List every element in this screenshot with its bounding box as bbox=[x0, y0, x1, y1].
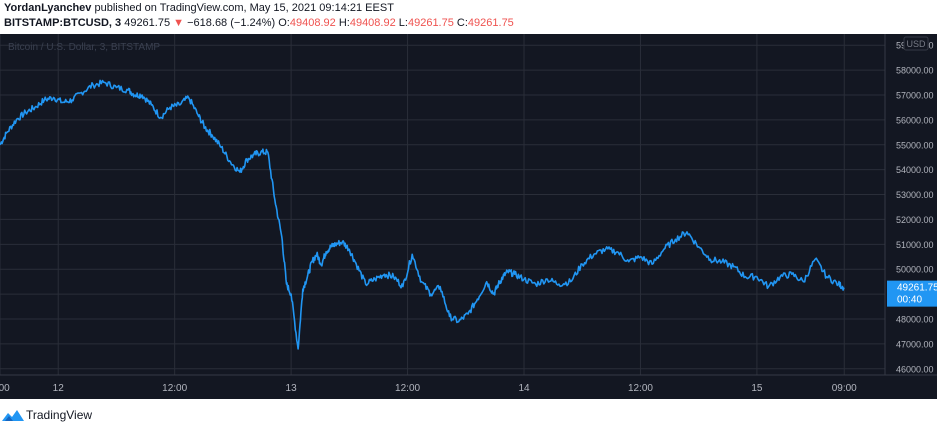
time-tick-label: 12:00 bbox=[395, 383, 420, 394]
price-tick-label: 48000.00 bbox=[896, 314, 934, 324]
price-tick-label: 52000.00 bbox=[896, 215, 934, 225]
time-tick-label: 15 bbox=[751, 383, 763, 394]
publish-text: published on TradingView.com, May 15, 20… bbox=[91, 2, 394, 14]
currency-badge[interactable]: USD bbox=[903, 36, 929, 51]
open-label: O: bbox=[278, 17, 290, 29]
low-value: 49261.75 bbox=[407, 17, 454, 29]
price-tick-label: 50000.00 bbox=[896, 265, 934, 275]
tradingview-brand[interactable]: TradingView bbox=[26, 408, 93, 422]
price-chart[interactable]: Bitcoin / U.S. Dollar, 3, BITSTAMP 46000… bbox=[0, 34, 937, 399]
price-tick-label: 47000.00 bbox=[896, 339, 934, 349]
watermark: Bitcoin / U.S. Dollar, 3, BITSTAMP bbox=[8, 42, 160, 53]
price-tick-label: 57000.00 bbox=[896, 90, 934, 100]
high-label: H: bbox=[338, 17, 350, 29]
low-label: L: bbox=[398, 17, 408, 29]
currency-label: USD bbox=[906, 39, 926, 49]
time-tick-label: 12 bbox=[53, 383, 65, 394]
price-tick-label: 46000.00 bbox=[896, 364, 934, 374]
time-tick-label: 13 bbox=[286, 383, 298, 394]
last-price-tag-value: 49261.75 bbox=[897, 283, 937, 294]
last-price-tag-box bbox=[887, 280, 937, 307]
last-price-tag: 49261.75 00:40 bbox=[887, 280, 937, 307]
candle-countdown: 00:40 bbox=[897, 295, 922, 306]
author-name[interactable]: YordanLyanchev bbox=[4, 2, 92, 14]
tradingview-logo-icon[interactable] bbox=[2, 407, 24, 423]
currency-badge-box bbox=[903, 36, 929, 51]
high-value: 49408.92 bbox=[349, 17, 396, 29]
time-tick-label: 09:00 bbox=[832, 383, 857, 394]
close-label: C: bbox=[456, 17, 468, 29]
time-tick-label: 12:00 bbox=[628, 383, 653, 394]
close-value: 49261.75 bbox=[467, 17, 514, 29]
price-tick-label: 51000.00 bbox=[896, 240, 934, 250]
chart-header: YordanLyanchev published on TradingView.… bbox=[4, 0, 934, 34]
ohlc-legend: BITSTAMP:BTCUSD, 3 49261.75 ▼ −618.68 (−… bbox=[4, 17, 514, 29]
time-tick-label: 6:00 bbox=[0, 383, 10, 394]
publish-info: YordanLyanchev published on TradingView.… bbox=[4, 2, 394, 14]
price-tick-label: 53000.00 bbox=[896, 190, 934, 200]
symbol-label: BITSTAMP:BTCUSD, 3 bbox=[4, 17, 122, 29]
chart-area[interactable]: Bitcoin / U.S. Dollar, 3, BITSTAMP 46000… bbox=[0, 34, 937, 399]
price-tick-label: 55000.00 bbox=[896, 140, 934, 150]
price-tick-label: 56000.00 bbox=[896, 115, 934, 125]
price-change: −618.68 (−1.24%) bbox=[187, 17, 276, 29]
price-series-line[interactable] bbox=[0, 79, 845, 350]
price-tick-label: 54000.00 bbox=[896, 165, 934, 175]
price-tick-label: 58000.00 bbox=[896, 66, 934, 76]
open-value: 49408.92 bbox=[289, 17, 336, 29]
last-price: 49261.75 bbox=[124, 17, 171, 29]
grid-lines bbox=[0, 34, 885, 375]
time-tick-label: 12:00 bbox=[162, 383, 187, 394]
time-tick-label: 14 bbox=[518, 383, 530, 394]
down-arrow-icon: ▼ bbox=[173, 17, 185, 29]
time-axis[interactable]: 6:00 12 12:00 13 12:00 14 12:00 15 09:00 bbox=[0, 383, 857, 394]
